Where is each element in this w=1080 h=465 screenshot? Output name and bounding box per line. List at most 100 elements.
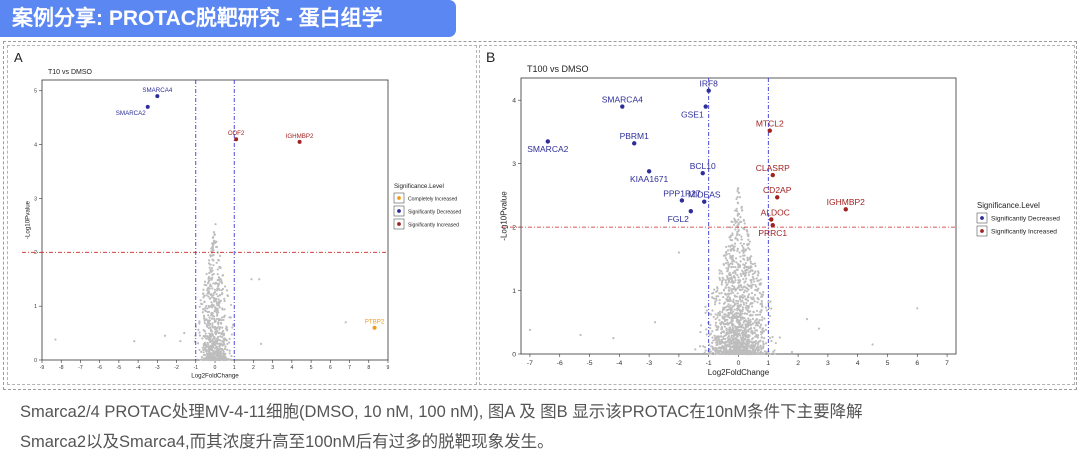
background-point <box>215 302 219 305</box>
background-point <box>732 301 735 304</box>
background-point <box>712 291 715 295</box>
background-point <box>771 335 774 339</box>
chart-title: T10 vs DMSO <box>48 69 93 76</box>
background-point <box>725 333 728 336</box>
background-point <box>214 330 217 334</box>
background-point <box>725 267 728 270</box>
background-point <box>703 346 707 349</box>
background-point <box>746 339 749 343</box>
background-point <box>729 329 733 332</box>
background-point <box>733 209 737 212</box>
background-point <box>747 338 751 341</box>
background-point <box>729 234 732 237</box>
background-point <box>739 242 742 245</box>
background-point <box>750 281 753 284</box>
background-point <box>758 340 761 343</box>
background-point <box>738 320 741 323</box>
background-point <box>760 346 763 349</box>
background-point <box>228 349 231 352</box>
background-point <box>219 344 222 347</box>
background-point <box>736 312 740 315</box>
background-point <box>218 265 222 269</box>
x-tick-label: -2 <box>174 365 179 371</box>
background-point <box>751 314 754 317</box>
point-label-smarca2: SMARCA2 <box>527 144 568 154</box>
background-point <box>726 270 729 273</box>
background-point <box>214 281 217 284</box>
background-point <box>733 242 737 245</box>
background-point <box>713 334 716 337</box>
background-point <box>210 329 213 333</box>
background-point <box>735 352 738 356</box>
background-point <box>215 300 218 303</box>
background-point <box>748 340 752 343</box>
y-tick-label: 4 <box>34 142 37 148</box>
background-point <box>723 342 726 345</box>
background-point <box>722 295 725 299</box>
background-point <box>736 292 739 295</box>
background-point <box>220 282 224 285</box>
point-clasrp <box>770 172 775 178</box>
x-tick-label: -3 <box>646 360 652 367</box>
background-point <box>734 325 737 328</box>
background-point <box>761 316 764 319</box>
background-point <box>741 299 744 302</box>
background-point <box>758 291 761 295</box>
background-point <box>740 205 743 208</box>
background-point <box>732 274 736 278</box>
background-point <box>738 323 741 326</box>
background-point <box>737 191 741 194</box>
background-point <box>751 305 754 308</box>
point-label-ptbp2: PTBP2 <box>365 319 385 326</box>
background-point <box>211 322 214 325</box>
background-point <box>740 235 743 238</box>
background-point <box>728 322 731 325</box>
background-point <box>720 283 723 286</box>
background-point <box>219 332 223 335</box>
background-point <box>773 352 777 355</box>
background-point <box>203 283 206 286</box>
x-tick-label: 1 <box>766 360 770 367</box>
background-point <box>212 264 215 267</box>
background-point <box>207 343 210 346</box>
background-point <box>737 300 740 303</box>
point-label-irf8: IRF8 <box>699 78 718 88</box>
background-point <box>203 319 206 322</box>
background-point <box>714 324 717 327</box>
background-point <box>206 352 209 355</box>
background-point <box>751 262 755 266</box>
background-point <box>764 342 768 345</box>
background-point <box>716 286 719 289</box>
x-tick-label: 1 <box>233 365 236 371</box>
background-point <box>713 297 716 300</box>
background-point <box>207 295 210 298</box>
background-point <box>735 197 738 200</box>
background-point <box>208 291 211 295</box>
background-point <box>724 257 727 260</box>
background-point <box>228 337 231 340</box>
point-cd2ap <box>775 195 780 200</box>
background-point <box>731 244 734 247</box>
background-point <box>724 281 727 284</box>
background-point <box>778 336 781 339</box>
background-point <box>212 315 215 318</box>
background-point <box>737 281 741 284</box>
legend-item-label: Significantly Decreased <box>991 215 1060 222</box>
background-point <box>752 298 755 301</box>
background-point <box>220 342 223 345</box>
background-point <box>730 334 733 337</box>
background-point <box>752 352 755 355</box>
background-point <box>211 342 214 345</box>
background-point <box>734 295 737 298</box>
background-point <box>203 317 206 320</box>
background-point <box>718 302 721 305</box>
x-tick-label: -7 <box>78 365 83 371</box>
background-point <box>734 257 738 260</box>
background-point <box>711 296 714 299</box>
background-point <box>216 273 219 276</box>
background-point <box>215 353 218 356</box>
background-point <box>750 338 754 341</box>
background-point <box>208 351 211 354</box>
background-point <box>759 311 762 314</box>
background-point <box>212 353 215 356</box>
